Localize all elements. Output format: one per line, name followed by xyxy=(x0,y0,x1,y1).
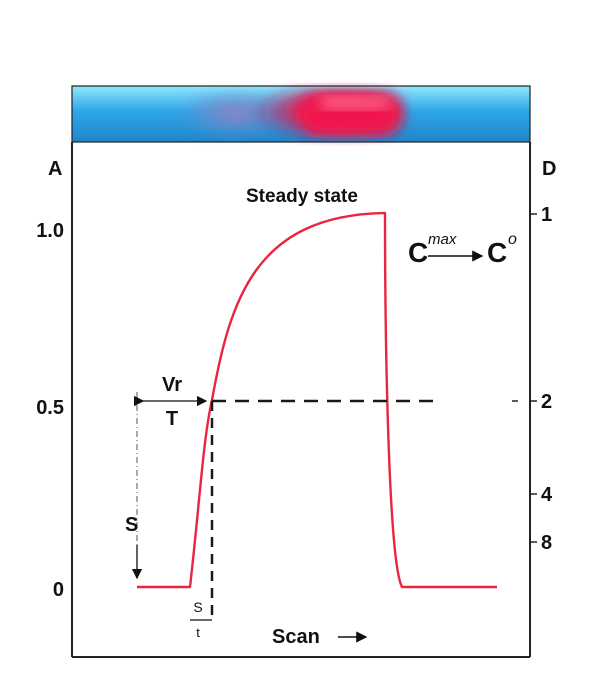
s-small-label: S xyxy=(193,599,202,615)
cmax-c: C xyxy=(408,237,428,268)
scan-label: Scan xyxy=(272,626,320,648)
right-tick-label: 2 xyxy=(541,391,552,413)
s-left-label: S xyxy=(125,514,138,536)
steady-state-label: Steady state xyxy=(246,186,358,207)
t-small-label: t xyxy=(196,625,200,640)
right-tick-label: 4 xyxy=(541,484,553,506)
gel-band xyxy=(71,85,531,143)
co-c: C xyxy=(487,237,507,268)
vr-label: Vr xyxy=(162,374,182,396)
left-axis-title: A xyxy=(48,158,62,180)
concentration-transition: C max C o xyxy=(408,231,517,268)
left-ticks: 1.0 0.5 0 xyxy=(36,220,64,601)
cmax-superscript: max xyxy=(428,231,457,248)
co-superscript: o xyxy=(508,231,517,248)
t-big-label: T xyxy=(166,408,178,430)
concentration-curve xyxy=(137,211,497,589)
left-tick-label: 1.0 xyxy=(36,220,64,242)
left-tick-label: 0 xyxy=(53,579,64,601)
plot-frame xyxy=(71,142,531,658)
left-tick-label: 0.5 xyxy=(36,397,64,419)
right-ticks: 1 2 4 8 xyxy=(512,204,553,554)
right-tick-label: 8 xyxy=(541,532,552,554)
right-axis-title: D xyxy=(542,158,556,180)
right-tick-label: 1 xyxy=(541,204,552,226)
